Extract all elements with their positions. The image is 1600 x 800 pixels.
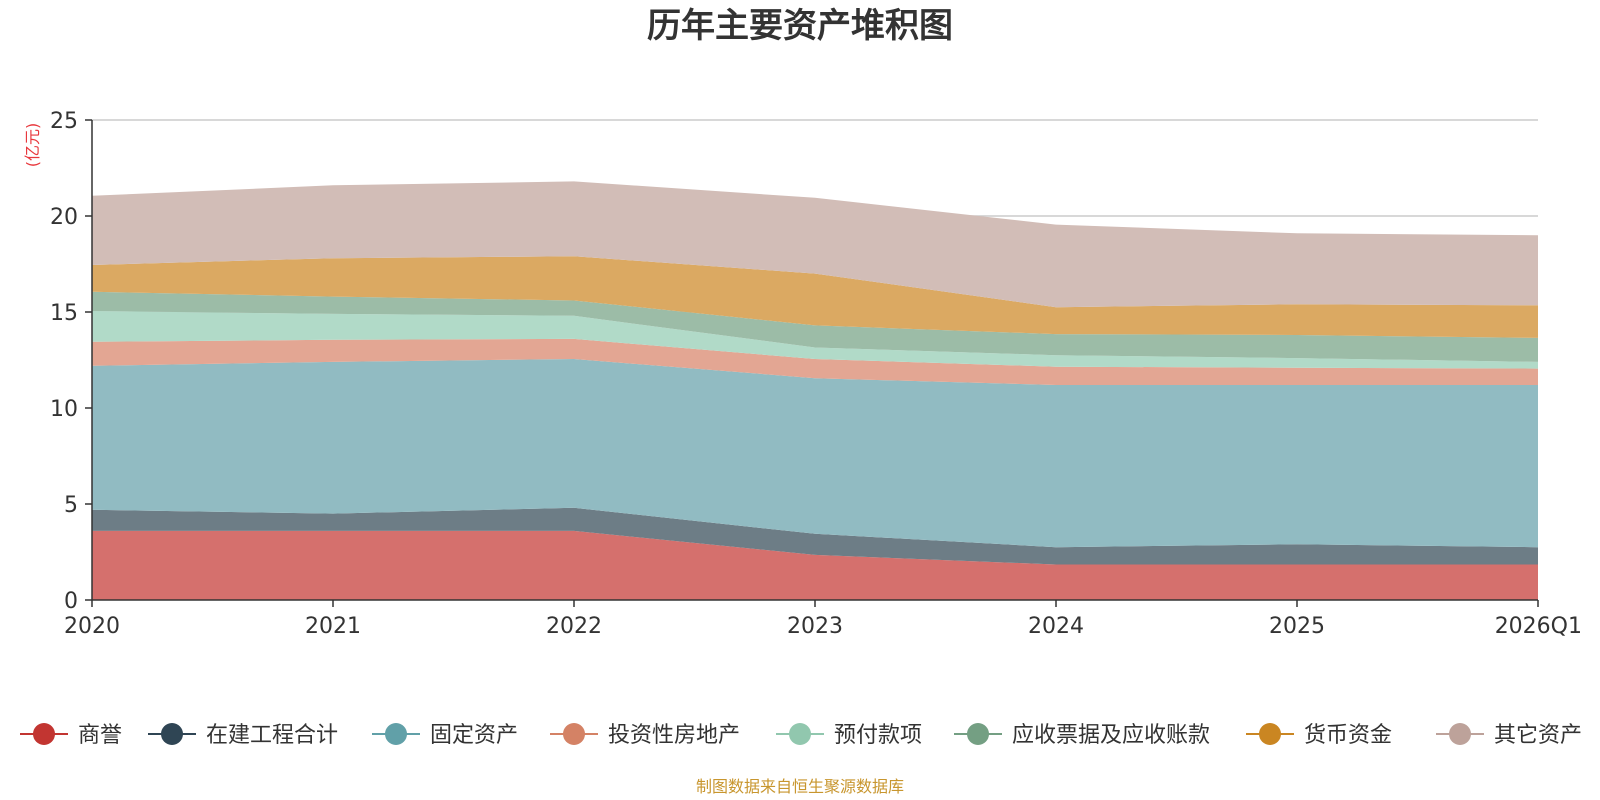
y-tick-label-20: 20: [50, 205, 78, 230]
y-tick-label-25: 25: [50, 109, 78, 134]
legend-label: 应收票据及应收账款: [1012, 723, 1210, 748]
legend-marker: [967, 723, 989, 745]
legend-label: 固定资产: [430, 723, 518, 748]
source-note: 制图数据来自恒生聚源数据库: [696, 777, 904, 796]
area-series-3[interactable]: [92, 338, 1538, 385]
legend-item-2[interactable]: 固定资产: [372, 723, 518, 748]
y-tick-label-15: 15: [50, 301, 78, 326]
legend: 商誉 在建工程合计 固定资产 投资性房地产 预付款项 应收票据及应收账款 货币资金 其它资产: [20, 723, 1582, 748]
legend-label: 货币资金: [1304, 723, 1392, 748]
area-series-1[interactable]: [92, 507, 1538, 565]
x-tick-label-6: 2026Q1: [1495, 614, 1582, 639]
x-tick-label-4: 2024: [1028, 614, 1084, 639]
legend-marker: [1259, 723, 1281, 745]
legend-marker: [1449, 723, 1471, 745]
y-tick-label-0: 0: [64, 589, 78, 614]
x-tick-label-0: 2020: [64, 614, 120, 639]
area-series-2[interactable]: [92, 359, 1538, 548]
legend-item-7[interactable]: 其它资产: [1436, 723, 1582, 748]
x-tick-label-1: 2021: [305, 614, 361, 639]
legend-item-6[interactable]: 货币资金: [1246, 723, 1392, 748]
legend-label: 其它资产: [1494, 723, 1582, 748]
legend-item-5[interactable]: 应收票据及应收账款: [954, 723, 1210, 748]
y-tick-label-10: 10: [50, 397, 78, 422]
area-series: [92, 181, 1538, 600]
area-series-5[interactable]: [92, 291, 1538, 362]
area-series-7[interactable]: [92, 181, 1538, 308]
legend-label: 商誉: [78, 723, 122, 748]
legend-marker: [33, 723, 55, 745]
legend-label: 在建工程合计: [206, 723, 338, 748]
x-tick-label-5: 2025: [1269, 614, 1325, 639]
legend-label: 投资性房地产: [608, 723, 740, 748]
legend-label: 预付款项: [834, 723, 922, 748]
legend-marker: [385, 723, 407, 745]
legend-item-1[interactable]: 在建工程合计: [148, 723, 338, 748]
y-axis-label: (亿元): [23, 123, 42, 168]
legend-marker: [161, 723, 183, 745]
area-series-6[interactable]: [92, 256, 1538, 338]
legend-marker: [789, 723, 811, 745]
area-series-0[interactable]: [92, 530, 1538, 600]
legend-item-3[interactable]: 投资性房地产: [550, 723, 740, 748]
chart-title: 历年主要资产堆积图: [647, 6, 953, 46]
legend-item-4[interactable]: 预付款项: [776, 723, 922, 748]
legend-item-0[interactable]: 商誉: [20, 723, 122, 748]
area-series-4[interactable]: [92, 311, 1538, 369]
x-tick-label-2: 2022: [546, 614, 602, 639]
legend-marker: [563, 723, 585, 745]
x-tick-label-3: 2023: [787, 614, 843, 639]
y-tick-label-5: 5: [64, 493, 78, 518]
